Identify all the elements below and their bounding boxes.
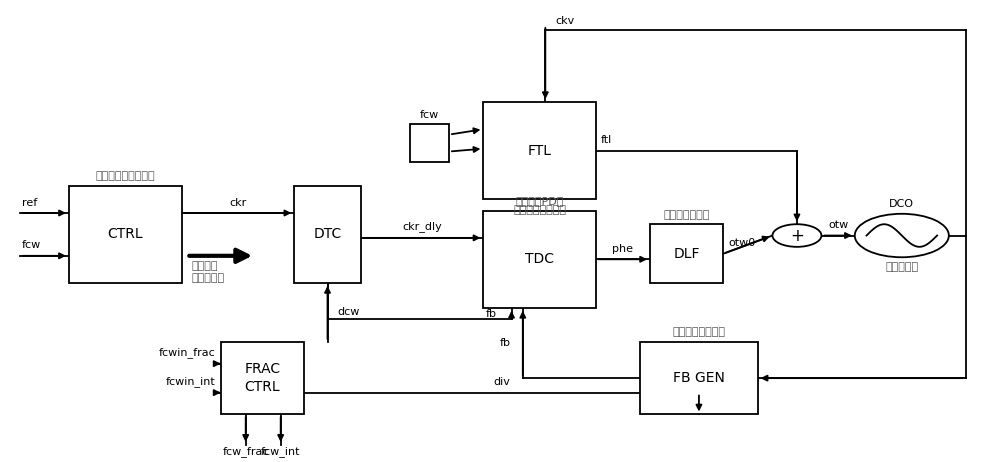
Text: fcw_int: fcw_int bbox=[261, 446, 300, 457]
Text: fcw_frac: fcw_frac bbox=[222, 446, 269, 457]
Text: fcw: fcw bbox=[420, 110, 439, 120]
Circle shape bbox=[772, 224, 821, 247]
Text: ckr: ckr bbox=[229, 198, 246, 207]
Text: FRAC
CTRL: FRAC CTRL bbox=[244, 362, 280, 395]
Text: DTC: DTC bbox=[313, 227, 342, 242]
FancyBboxPatch shape bbox=[69, 186, 182, 283]
Circle shape bbox=[855, 214, 949, 257]
Text: TDC: TDC bbox=[525, 252, 554, 266]
Text: 数字环路滤波器: 数字环路滤波器 bbox=[664, 210, 710, 219]
Text: fcw: fcw bbox=[22, 240, 41, 250]
Text: ckr_dly: ckr_dly bbox=[402, 222, 442, 232]
Text: 反馈信号产生电路: 反馈信号产生电路 bbox=[672, 328, 725, 337]
Text: 辅助频率锁定环路: 辅助频率锁定环路 bbox=[513, 205, 566, 215]
Text: FB GEN: FB GEN bbox=[673, 371, 725, 385]
Text: ckv: ckv bbox=[555, 16, 574, 26]
FancyBboxPatch shape bbox=[650, 224, 723, 283]
Text: otw: otw bbox=[828, 220, 848, 230]
FancyBboxPatch shape bbox=[483, 211, 596, 308]
Text: dcw: dcw bbox=[337, 308, 360, 317]
Text: FTL: FTL bbox=[528, 144, 552, 158]
Text: ftl: ftl bbox=[601, 135, 612, 145]
Text: fcwin_int: fcwin_int bbox=[166, 376, 216, 387]
Text: div: div bbox=[493, 377, 510, 387]
FancyBboxPatch shape bbox=[640, 342, 758, 414]
Text: fb: fb bbox=[486, 309, 497, 319]
Text: 鉴相器（PD）: 鉴相器（PD） bbox=[516, 196, 564, 206]
FancyBboxPatch shape bbox=[294, 186, 361, 283]
FancyBboxPatch shape bbox=[410, 124, 449, 162]
Text: +: + bbox=[790, 226, 804, 244]
Text: otw0: otw0 bbox=[728, 238, 756, 248]
Text: DCO: DCO bbox=[889, 199, 914, 209]
Text: ref: ref bbox=[22, 198, 37, 207]
Text: CTRL: CTRL bbox=[107, 227, 143, 242]
Text: fb: fb bbox=[500, 338, 511, 348]
Text: DLF: DLF bbox=[673, 247, 700, 261]
Text: 数控振荡器: 数控振荡器 bbox=[885, 262, 918, 272]
Text: 其他时钟
与控制信号: 其他时钟 与控制信号 bbox=[191, 261, 224, 283]
Text: fcwin_frac: fcwin_frac bbox=[159, 347, 216, 358]
Text: 时钟产生与控制电路: 时钟产生与控制电路 bbox=[95, 171, 155, 181]
FancyBboxPatch shape bbox=[221, 342, 304, 414]
FancyBboxPatch shape bbox=[483, 102, 596, 199]
Text: phe: phe bbox=[612, 244, 633, 254]
